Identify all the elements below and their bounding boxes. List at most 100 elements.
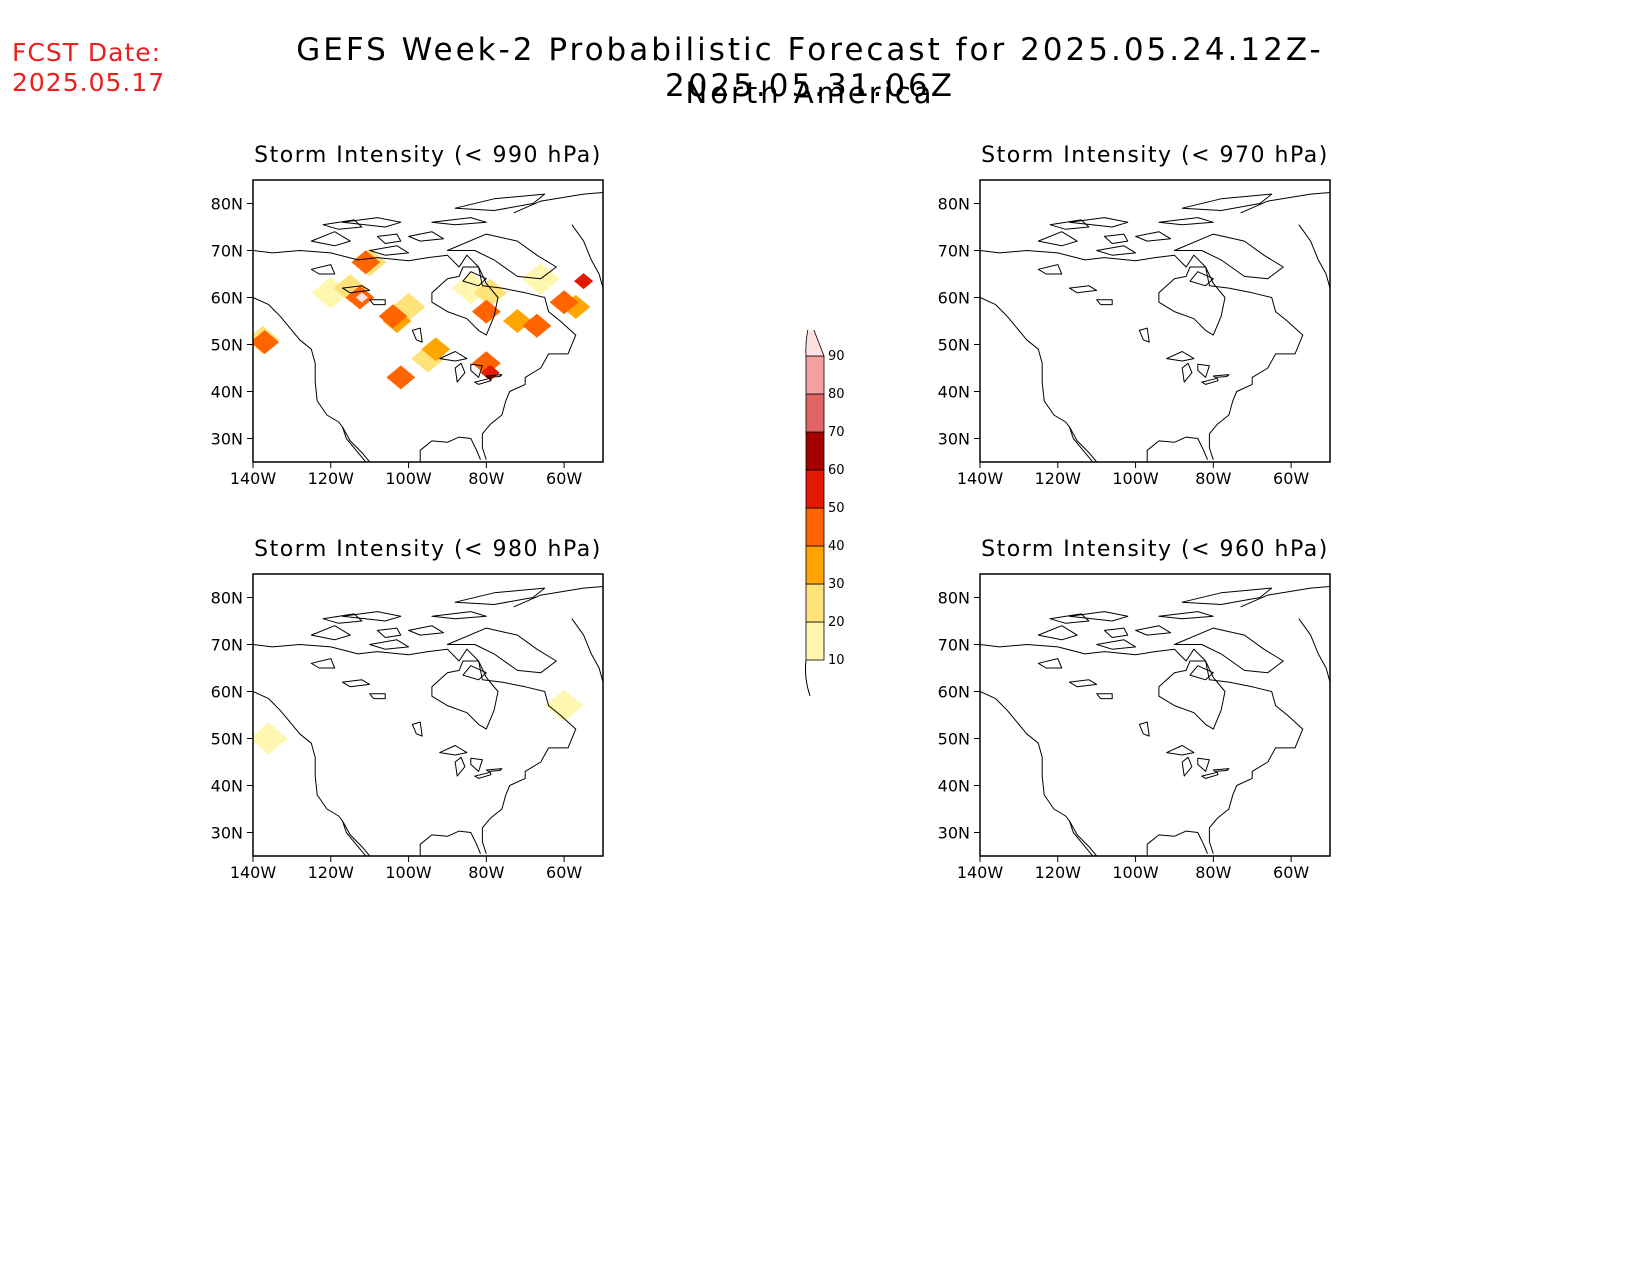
coastline — [980, 691, 1098, 856]
y-tick-label: 30N — [938, 824, 970, 843]
coastline — [1037, 231, 1078, 247]
map-content — [253, 192, 603, 462]
map-content — [253, 586, 603, 856]
coastline — [980, 297, 1098, 462]
coastline — [1181, 193, 1273, 211]
coastline — [419, 830, 481, 856]
coastline — [1146, 436, 1208, 462]
x-tick-label: 100W — [1112, 469, 1159, 488]
probability-area — [522, 313, 552, 338]
y-tick-label: 50N — [211, 730, 243, 749]
coastline — [1201, 771, 1219, 779]
coastline — [1173, 627, 1284, 674]
coastline — [1135, 625, 1172, 636]
coastline — [980, 644, 1304, 854]
coastline — [1197, 757, 1210, 772]
coastline — [376, 627, 402, 638]
coastline — [419, 436, 481, 462]
colorbar-swatch — [805, 583, 825, 623]
coastline — [1189, 271, 1214, 287]
region-subtitle: North America — [685, 76, 935, 110]
coastline — [341, 426, 367, 462]
x-tick-label: 140W — [957, 863, 1004, 882]
colorbar-swatch — [805, 355, 825, 395]
x-tick-label: 80W — [1195, 863, 1231, 882]
colorbar-swatch — [805, 621, 825, 661]
coastline — [411, 721, 423, 737]
y-tick-label: 40N — [938, 777, 970, 796]
y-tick-label: 60N — [938, 683, 970, 702]
map-panel-970: Storm Intensity (< 970 hPa) 140W 120W 100W… — [925, 143, 1385, 523]
coastline — [1181, 362, 1193, 383]
probability-area — [544, 689, 584, 722]
probability-area — [333, 274, 367, 303]
coastline — [1096, 693, 1113, 700]
y-tick-label: 40N — [211, 383, 243, 402]
coastline — [1135, 231, 1172, 242]
coastline — [431, 611, 487, 620]
coastline — [446, 627, 557, 674]
coastline — [253, 644, 577, 854]
coastline — [1068, 679, 1098, 688]
colorbar-label: 10 — [828, 653, 845, 668]
coastline — [462, 665, 487, 681]
page-title: GEFS Week-2 Probabilistic Forecast for 2… — [296, 32, 1324, 104]
colorbar-label: 80 — [828, 387, 845, 402]
x-tick-label: 140W — [230, 469, 277, 488]
coastline — [1049, 613, 1090, 624]
probability-area — [574, 273, 594, 290]
coastline — [1158, 217, 1214, 226]
coastline — [474, 377, 492, 385]
coastline — [1166, 745, 1195, 756]
y-tick-label: 70N — [211, 636, 243, 655]
probability-area — [421, 337, 451, 362]
colorbar-label: 90 — [828, 349, 845, 364]
colorbar-lower-cap — [805, 659, 811, 697]
map-panel-960: Storm Intensity (< 960 hPa) 140W 120W 100W… — [925, 537, 1385, 917]
probability-area — [549, 290, 579, 315]
coastline — [474, 771, 492, 779]
coastline — [1096, 245, 1137, 256]
y-tick-label: 60N — [211, 289, 243, 308]
y-tick-label: 70N — [938, 636, 970, 655]
coastline — [253, 250, 577, 460]
probability-area — [253, 330, 280, 355]
colorbar-swatch — [805, 469, 825, 509]
coastline — [1037, 658, 1063, 669]
coastline — [439, 351, 468, 362]
coastline — [454, 193, 546, 211]
map-frame — [252, 179, 604, 463]
coastline — [462, 271, 487, 287]
y-tick-label: 60N — [938, 289, 970, 308]
y-tick-label: 40N — [211, 777, 243, 796]
colorbar-swatch — [805, 330, 825, 357]
coastline — [1138, 721, 1150, 737]
x-tick-label: 80W — [1195, 469, 1231, 488]
coastline — [341, 285, 371, 294]
panel-title: Storm Intensity (< 980 hPa) — [254, 537, 602, 562]
probability-colorbar: 10 20 30 40 50 60 70 80 90 — [805, 330, 845, 697]
y-tick-label: 60N — [211, 683, 243, 702]
map-content — [980, 192, 1330, 462]
coastline — [1037, 264, 1063, 275]
coastline — [1037, 625, 1078, 641]
panel-title: Storm Intensity (< 960 hPa) — [981, 537, 1329, 562]
forecast-date: FCST Date: 2025.05.17 — [12, 38, 165, 98]
coastline — [253, 297, 371, 462]
x-tick-label: 120W — [1035, 469, 1082, 488]
coastline — [485, 768, 503, 772]
probability-area — [378, 304, 408, 329]
coastline — [322, 219, 363, 230]
colorbar-swatch — [805, 507, 825, 547]
colorbar-label: 40 — [828, 539, 845, 554]
coastline — [341, 611, 402, 622]
x-tick-label: 60W — [1273, 863, 1309, 882]
coastline — [1181, 587, 1273, 605]
coastline — [571, 618, 603, 683]
coastline — [1068, 820, 1094, 856]
coastline — [341, 217, 402, 228]
y-tick-label: 50N — [938, 336, 970, 355]
map-panel-980: Storm Intensity (< 980 hPa) 140W 120W 100W… — [198, 537, 658, 917]
colorbar-label: 70 — [828, 425, 845, 440]
x-tick-label: 120W — [1035, 863, 1082, 882]
